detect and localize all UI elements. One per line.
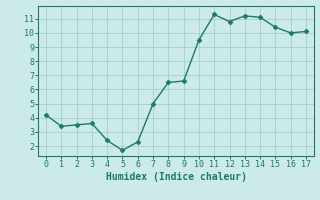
X-axis label: Humidex (Indice chaleur): Humidex (Indice chaleur): [106, 172, 246, 182]
